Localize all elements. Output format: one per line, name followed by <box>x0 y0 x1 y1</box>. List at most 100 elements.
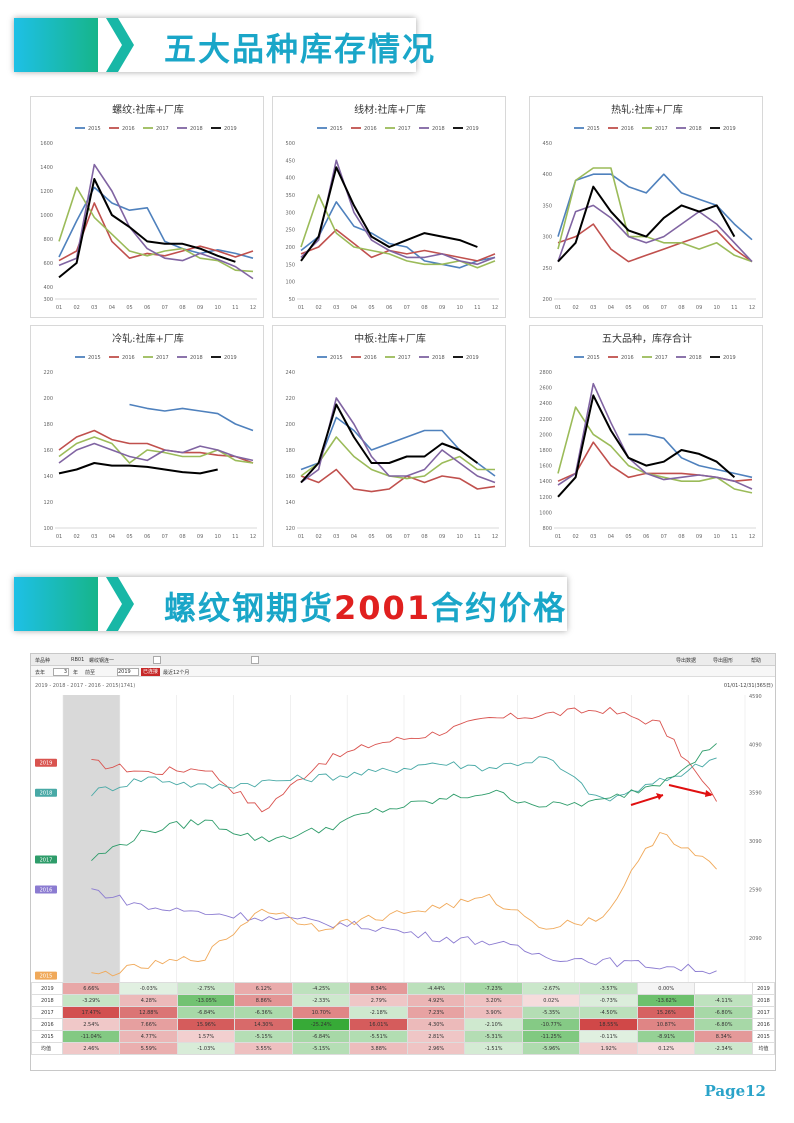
x-tick-label: 03 <box>333 305 339 311</box>
return-cell: 12.88% <box>119 1006 178 1019</box>
return-cell: 14.30% <box>234 1018 293 1031</box>
dropdown-icon[interactable] <box>153 656 161 664</box>
return-cell: -0.11% <box>579 1030 638 1043</box>
return-cell: -10.77% <box>521 1018 581 1031</box>
return-cell: -5.96% <box>521 1042 581 1055</box>
y-tick-label: 2000 <box>539 432 552 438</box>
return-cell <box>694 982 753 995</box>
x-tick-label: 02 <box>315 305 321 311</box>
selected-month-shade[interactable] <box>63 695 120 995</box>
inventory-chart-svg: 五大品种，库存合计 2015 2016 2017 2018 2019 800 1000 1200… <box>539 332 756 540</box>
return-cell: -6.80% <box>694 1018 753 1031</box>
price-line-2015 <box>91 831 717 977</box>
chart-title: 冷轧:社库+厂库 <box>112 332 184 345</box>
return-cell: -5.15% <box>234 1030 293 1043</box>
legend-label-2017: 2017 <box>156 355 169 361</box>
row-year: 均值 <box>31 1042 63 1055</box>
return-cell: 4.77% <box>119 1030 178 1043</box>
return-cell: 15.26% <box>636 1006 696 1019</box>
year-input[interactable]: 2019 <box>117 668 139 676</box>
return-cell: 16.01% <box>349 1018 408 1031</box>
monthly-return-table: 2019 6.66% -0.03% -2.75% 6.12% -4.25% 8.34% -4.… <box>31 982 775 1055</box>
return-cell: 15.96% <box>176 1018 236 1031</box>
y-tick-label: 1800 <box>539 448 552 454</box>
series-line-2016 <box>58 429 254 464</box>
return-cell: 4.30% <box>406 1018 466 1031</box>
return-cell: -2.18% <box>349 1006 408 1019</box>
return-cell: -5.31% <box>464 1030 523 1043</box>
legend-label-2016: 2016 <box>621 355 634 361</box>
y-tick-label: 1600 <box>40 141 53 147</box>
legend-label-2016: 2016 <box>122 126 135 132</box>
return-cell: -1.51% <box>464 1042 523 1055</box>
year-tag-label: 2017 <box>40 858 53 864</box>
return-cell: -2.67% <box>521 982 581 995</box>
x-tick-label: 09 <box>439 534 445 540</box>
legend-label-2018: 2018 <box>689 126 702 132</box>
series-line-2017 <box>58 436 254 464</box>
return-cell: -4.11% <box>694 994 753 1007</box>
connected-badge[interactable]: 已连接 <box>141 668 161 676</box>
y-tick-label: 200 <box>542 297 552 303</box>
legend-label-2015: 2015 <box>587 355 600 361</box>
legend-label-2015: 2015 <box>88 355 101 361</box>
legend-label-2016: 2016 <box>122 355 135 361</box>
x-tick-label: 03 <box>590 305 596 311</box>
return-cell: -4.50% <box>579 1006 638 1019</box>
x-tick-label: 05 <box>368 534 374 540</box>
x-tick-label: 04 <box>608 534 614 540</box>
year-tag-2019 <box>35 758 57 767</box>
export-data-button[interactable]: 导出数据 <box>676 658 697 664</box>
x-tick-label: 07 <box>162 534 168 540</box>
y-tick-label: 250 <box>285 228 295 234</box>
tb-single-product[interactable]: 单品种 <box>35 658 51 664</box>
x-tick-label: 05 <box>625 305 631 311</box>
x-tick-label: 06 <box>643 305 649 311</box>
y-tick-label: 300 <box>285 210 295 216</box>
return-cell: -1.03% <box>176 1042 236 1055</box>
return-cell: -0.73% <box>579 994 638 1007</box>
y-tick-label: 2590 <box>749 888 762 894</box>
y-tick-label: 160 <box>43 448 53 454</box>
y-tick-label: 200 <box>43 396 53 402</box>
return-cell: -2.33% <box>291 994 351 1007</box>
legend-label-2019: 2019 <box>723 355 736 361</box>
y-tick-label: 4090 <box>749 742 762 748</box>
year-tag-2015 <box>35 971 57 980</box>
series-line-2019 <box>557 185 736 263</box>
row-year-tail: 2015 <box>751 1030 775 1043</box>
tb-contract-name[interactable]: 螺纹钢连一 <box>89 658 115 664</box>
return-cell: -11.25% <box>521 1030 581 1043</box>
page-number: Page12 <box>704 1082 766 1100</box>
y-tick-label: 120 <box>285 526 295 532</box>
row-year-tail: 2017 <box>751 1006 775 1019</box>
futures-price-chart: 2019 - 2018 - 2017 - 2016 - 2015(1741) 01… <box>35 683 773 1007</box>
legend-label-2018: 2018 <box>190 355 203 361</box>
series-line-2019 <box>300 166 478 262</box>
tb-contract-code[interactable]: RB01 <box>71 657 85 663</box>
search-icon[interactable] <box>251 656 259 664</box>
years-input[interactable]: 3 <box>53 668 69 676</box>
chart-title: 螺纹:社库+厂库 <box>112 103 184 116</box>
tb-last-year[interactable]: 去年 <box>35 670 46 676</box>
help-button[interactable]: 帮助 <box>751 658 762 664</box>
x-tick-label: 12 <box>492 305 498 311</box>
x-tick-label: 08 <box>421 305 427 311</box>
y-tick-label: 100 <box>285 280 295 286</box>
y-tick-label: 400 <box>43 285 53 291</box>
series-line-2019 <box>557 394 736 498</box>
export-image-button[interactable]: 导出图形 <box>713 658 734 664</box>
series-line-2016 <box>300 468 496 493</box>
x-tick-label: 01 <box>555 534 561 540</box>
inventory-chart-svg: 冷轧:社库+厂库 2015 2016 2017 2018 2019 100 120 140 160… <box>43 332 257 540</box>
x-tick-label: 06 <box>643 534 649 540</box>
table-row: 均值 2.46% 5.59% -1.03% 3.55% -5.15% 3.88% 2.96% -… <box>31 1042 775 1055</box>
x-tick-label: 05 <box>625 534 631 540</box>
row-year-tail: 2018 <box>751 994 775 1007</box>
y-tick-label: 200 <box>285 245 295 251</box>
series-line-2016 <box>557 223 753 263</box>
banner-bar <box>14 577 567 631</box>
recent-12-months[interactable]: 最近12个月 <box>163 670 190 676</box>
x-tick-label: 04 <box>351 305 357 311</box>
chart-title: 线材:社库+厂库 <box>354 103 426 116</box>
